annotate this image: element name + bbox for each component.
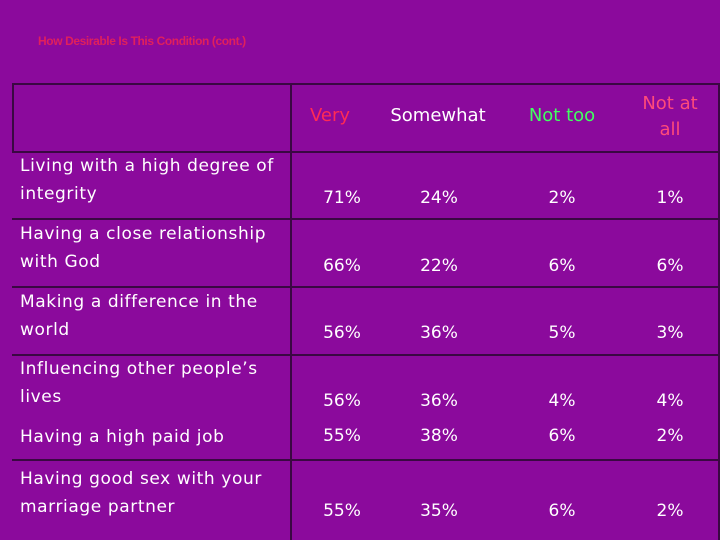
table-border-right xyxy=(718,83,720,540)
cell-somewhat: 22% xyxy=(420,256,458,276)
row-label-good-sex-with-partner: Having good sex with your marriage partn… xyxy=(20,469,262,517)
cell-very: 71% xyxy=(323,188,361,208)
column-header-not-at-all: Not at all xyxy=(618,91,720,143)
cell-not-at-all: 4% xyxy=(656,391,684,411)
row-label-integrity: Living with a high degree of integrity xyxy=(20,156,274,204)
column-header-not-at-all-line1: Not at xyxy=(642,93,698,114)
cell-not-at-all: 3% xyxy=(656,323,684,343)
cell-not-too: 4% xyxy=(548,391,576,411)
column-header-very: Very xyxy=(309,105,351,126)
header-divider xyxy=(12,151,720,153)
cell-not-too: 6% xyxy=(548,426,576,446)
cell-very: 55% xyxy=(323,426,361,446)
row-divider xyxy=(12,459,720,461)
row-divider xyxy=(12,354,720,356)
cell-not-too: 5% xyxy=(548,323,576,343)
cell-somewhat: 24% xyxy=(420,188,458,208)
table-border-top xyxy=(12,83,720,85)
desirability-table: Very Somewhat Not too Not at all Living … xyxy=(12,83,720,540)
cell-somewhat: 36% xyxy=(420,323,458,343)
cell-not-at-all: 2% xyxy=(656,501,684,521)
cell-not-at-all: 1% xyxy=(656,188,684,208)
row-divider xyxy=(12,286,720,288)
row-label-relationship-with-god: Having a close relationship with God xyxy=(20,224,267,272)
cell-not-too: 2% xyxy=(548,188,576,208)
cell-somewhat: 35% xyxy=(420,501,458,521)
cell-not-at-all: 2% xyxy=(656,426,684,446)
cell-somewhat: 36% xyxy=(420,391,458,411)
table-border-left xyxy=(12,83,14,151)
label-column-divider xyxy=(290,83,292,540)
column-header-somewhat: Somewhat xyxy=(390,105,486,126)
row-label-making-a-difference: Making a difference in the world xyxy=(20,292,258,340)
cell-not-too: 6% xyxy=(548,501,576,521)
cell-very: 56% xyxy=(323,323,361,343)
cell-not-at-all: 6% xyxy=(656,256,684,276)
column-header-not-at-all-line2: all xyxy=(659,119,681,140)
row-label-high-paid-job: Having a high paid job xyxy=(20,427,225,447)
row-label-influencing-others: Influencing other people’s lives xyxy=(20,359,258,407)
cell-very: 56% xyxy=(323,391,361,411)
column-header-not-too: Not too xyxy=(528,105,596,126)
cell-very: 55% xyxy=(323,501,361,521)
slide-title: How Desirable Is This Condition (cont.) xyxy=(38,34,246,48)
cell-not-too: 6% xyxy=(548,256,576,276)
cell-very: 66% xyxy=(323,256,361,276)
cell-somewhat: 38% xyxy=(420,426,458,446)
row-divider xyxy=(12,218,720,220)
